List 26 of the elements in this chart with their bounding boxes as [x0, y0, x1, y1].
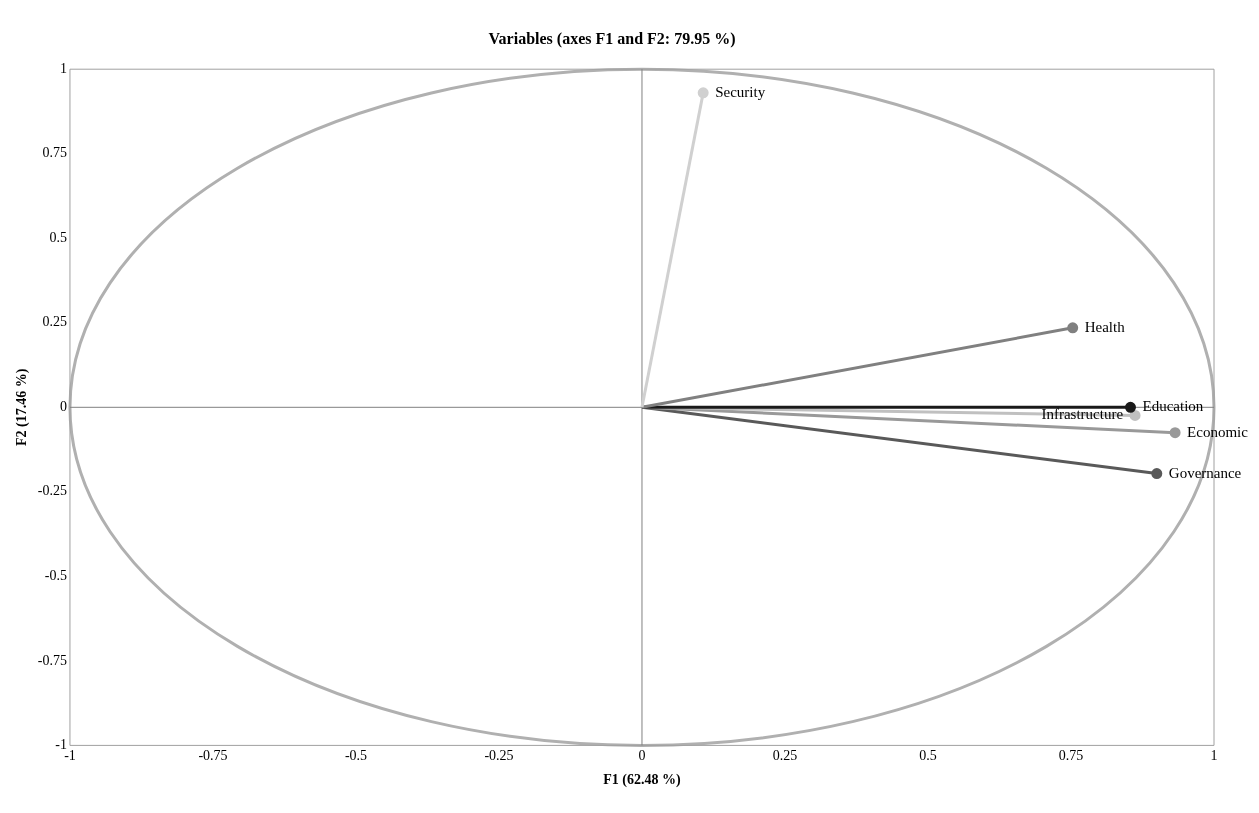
y-tick-label: -0.25	[37, 483, 67, 499]
series-label: Health	[1084, 318, 1126, 335]
y-tick-label: 0	[59, 398, 67, 414]
y-axis-title: F2 (17.46 %)	[14, 368, 31, 446]
y-tick-label: -1	[55, 737, 67, 753]
y-tick-label: 1	[59, 60, 67, 76]
series-label: Security	[715, 83, 766, 100]
x-tick-label: -0.75	[198, 748, 228, 764]
series-label: Infrastructure	[1041, 406, 1124, 423]
x-tick-label: 1	[1210, 748, 1218, 764]
series-label: Governance	[1168, 464, 1242, 481]
x-tick-label: 0.5	[919, 748, 937, 764]
x-axis-title: F1 (62.48 %)	[603, 772, 681, 789]
x-tick-label: 0	[638, 748, 646, 764]
y-tick-label: -0.75	[37, 652, 67, 668]
series-label: Economic	[1187, 423, 1249, 440]
y-tick-label: 0.75	[42, 145, 67, 161]
y-tick-label: -0.5	[44, 568, 67, 584]
y-tick-label: 0.25	[42, 314, 67, 330]
chart-title: Variables (axes F1 and F2: 79.95 %)	[488, 29, 736, 48]
y-tick-label: 0.5	[49, 229, 67, 245]
series-label: Education	[1142, 398, 1204, 415]
x-tick-label: -0.25	[484, 748, 514, 764]
x-tick-label: 0.75	[1058, 748, 1084, 764]
x-tick-label: 0.25	[772, 748, 798, 764]
x-tick-label: -0.5	[344, 748, 368, 764]
